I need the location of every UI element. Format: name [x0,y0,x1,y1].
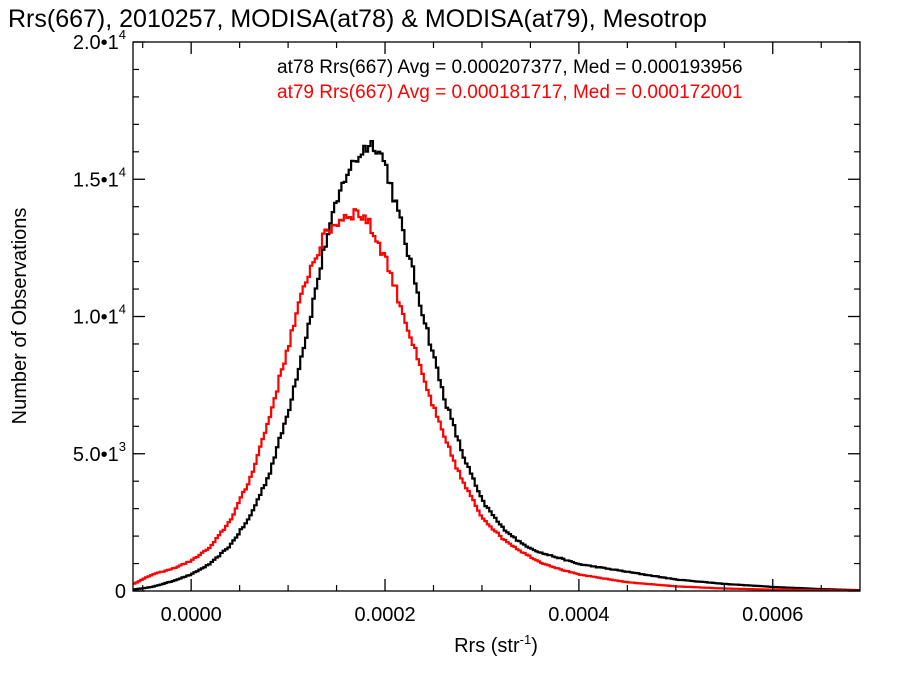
legend: at78 Rrs(667) Avg = 0.000207377, Med = 0… [277,57,743,103]
legend-entry-1: at78 Rrs(667) Avg = 0.000207377, Med = 0… [277,57,743,78]
chart-title: Rrs(667), 2010257, MODISA(at78) & MODISA… [8,5,707,33]
x-axis-label: Rrs (str-1) [454,632,538,657]
x-tick-label: 0.0000 [161,604,222,626]
y-axis-label: Number of Observations [9,208,31,425]
series-layer [133,140,860,591]
y-tick-label: 1.0•14 [73,302,126,329]
x-tick-label: 0.0002 [354,604,415,626]
series-2-line [133,208,860,591]
plot-frame [132,41,861,592]
x-axis: 0.0000 0.0002 0.0004 0.0006 [142,42,822,626]
y-tick-label: 1.5•14 [73,164,126,191]
x-axis-label-exponent: -1 [520,632,532,647]
x-tick-label: 0.0004 [548,604,609,626]
y-tick-label: 5.0•13 [73,439,126,466]
series-1-line [133,140,860,591]
legend-entry-2: at79 Rrs(667) Avg = 0.000181717, Med = 0… [277,82,743,103]
y-axis: 0 5.0•13 1.0•14 1.5•14 2.0•14 [73,27,860,603]
y-tick-label: 0 [115,581,126,603]
y-tick-label: 2.0•14 [73,27,126,54]
x-tick-label: 0.0006 [742,604,803,626]
